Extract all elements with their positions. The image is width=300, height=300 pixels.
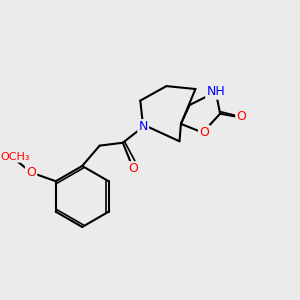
- Text: O: O: [26, 166, 36, 179]
- Text: O: O: [236, 110, 246, 123]
- Text: O: O: [199, 126, 209, 139]
- Text: N: N: [139, 120, 148, 133]
- Text: OCH₃: OCH₃: [0, 152, 30, 161]
- Text: O: O: [128, 162, 138, 176]
- Text: NH: NH: [206, 85, 225, 98]
